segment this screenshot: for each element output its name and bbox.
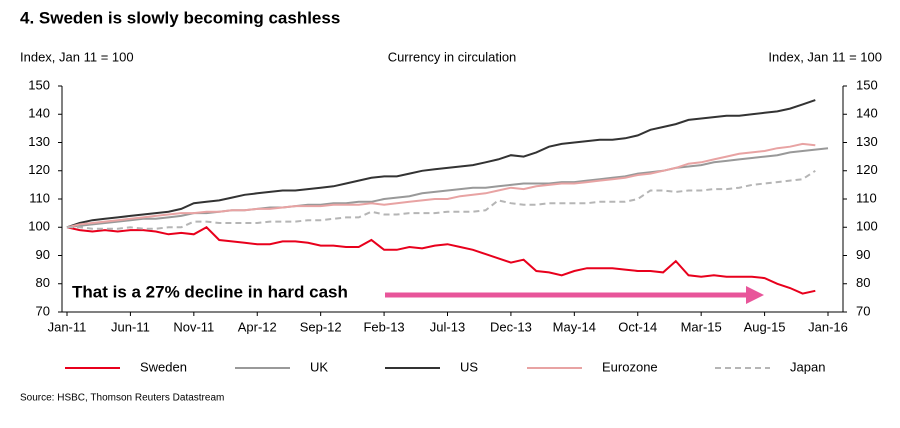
x-tick-label: May-14: [553, 319, 596, 334]
x-tick-label: Jul-13: [430, 319, 465, 334]
y2-tick-label: 140: [856, 106, 878, 121]
y-tick-label: 80: [36, 275, 50, 290]
x-tick-label: Apr-12: [238, 319, 277, 334]
y-axis-label: Index, Jan 11 = 100: [20, 49, 134, 64]
annotation: That is a 27% decline in hard cash: [72, 282, 348, 301]
y-tick-label: 90: [36, 247, 50, 262]
y-tick-label: 110: [29, 190, 50, 205]
y2-tick-label: 150: [856, 77, 878, 92]
legend-label: Sweden: [140, 359, 187, 374]
x-tick-label: Feb-13: [363, 319, 404, 334]
x-tick-label: Dec-13: [490, 319, 532, 334]
y2-tick-label: 90: [856, 247, 870, 262]
y-tick-label: 100: [28, 219, 50, 234]
y-tick-label: 120: [28, 162, 50, 177]
source-note: Source: HSBC, Thomson Reuters Datastream: [20, 393, 224, 404]
x-tick-label: Mar-15: [681, 319, 722, 334]
legend-label: Eurozone: [602, 359, 658, 374]
y2-tick-label: 70: [856, 303, 870, 318]
legend-label: UK: [310, 359, 328, 374]
x-tick-label: Jun-11: [111, 319, 150, 334]
line-series: [66, 226, 816, 295]
y2-tick-label: 130: [856, 134, 878, 149]
x-tick-label: Oct-14: [618, 319, 657, 334]
y2-tick-label: 110: [856, 190, 877, 205]
x-tick-label: Jan-11: [48, 319, 87, 334]
x-tick-label: Aug-15: [744, 319, 786, 334]
legend-label: Japan: [790, 359, 825, 374]
chart-subtitle: Currency in circulation: [388, 49, 517, 64]
annotation-arrowhead: [746, 286, 764, 304]
y2-tick-label: 80: [856, 275, 870, 290]
line-series: [66, 142, 816, 229]
y2-tick-label: 100: [856, 219, 878, 234]
x-tick-label: Jan-16: [808, 319, 848, 334]
y-tick-label: 130: [28, 134, 50, 149]
y2-tick-label: 120: [856, 162, 878, 177]
line-series: [66, 99, 816, 229]
line-series: [67, 169, 816, 230]
y-tick-label: 140: [28, 106, 50, 121]
y2-axis-label: Index, Jan 11 = 100: [768, 49, 882, 64]
chart-title: 4. Sweden is slowly becoming cashless: [20, 8, 340, 27]
legend-label: US: [460, 359, 478, 374]
x-tick-label: Sep-12: [300, 319, 342, 334]
x-tick-label: Nov-11: [173, 319, 214, 334]
annotation-group: That is a 27% decline in hard cash: [72, 282, 764, 304]
y-tick-label: 150: [28, 77, 50, 92]
y-tick-label: 70: [36, 303, 50, 318]
